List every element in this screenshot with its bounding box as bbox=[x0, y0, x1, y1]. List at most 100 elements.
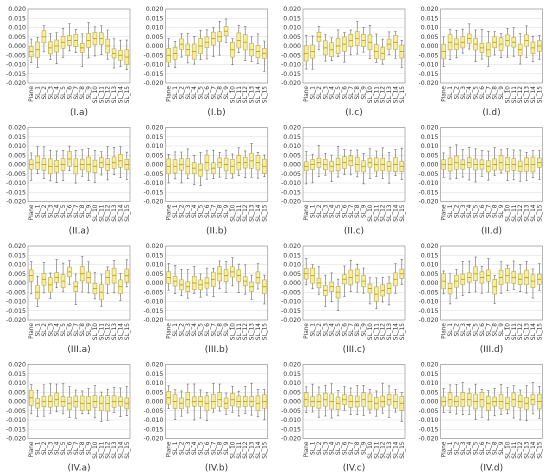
x-tick-label: SL_9 bbox=[499, 86, 505, 100]
y-tick-label: -0.005 bbox=[144, 408, 164, 415]
x-tick-label: SL_5 bbox=[336, 441, 342, 455]
chart-panel: -0.020 -0.015 -0.010 -0.005 0.000 0.005 0.010 0… bbox=[281, 6, 406, 118]
y-tick-label: -0.015 bbox=[144, 71, 164, 78]
x-tick-label: SL_7 bbox=[349, 86, 355, 100]
x-tick-label: SL_14 bbox=[531, 323, 537, 340]
y-tick-label: 0.010 bbox=[283, 143, 301, 150]
x-tick-label: SL_7 bbox=[211, 323, 217, 337]
x-tick-label: SL_8 bbox=[218, 204, 224, 218]
plot-frame bbox=[27, 364, 131, 439]
y-tick-label: -0.015 bbox=[6, 426, 26, 433]
panel-caption: (IV.a) bbox=[67, 464, 90, 474]
x-tick-label: Plane bbox=[442, 86, 448, 102]
x-tick-label: SL_15 bbox=[537, 323, 543, 340]
y-tick-label: -0.020 bbox=[6, 80, 26, 87]
y-tick-label: 0.005 bbox=[146, 271, 164, 278]
x-tick-label: SL_9 bbox=[224, 86, 230, 100]
x-tick-label: Plane bbox=[29, 441, 35, 457]
y-tick-label: 0.010 bbox=[8, 25, 26, 32]
y-tick-label: -0.020 bbox=[144, 317, 164, 324]
x-tick-label: SL_9 bbox=[362, 323, 368, 337]
y-tick-label: -0.010 bbox=[419, 62, 439, 69]
y-tick-label: 0.015 bbox=[146, 15, 164, 22]
x-tick-label: SL_10 bbox=[505, 204, 511, 221]
x-tick-label: SL_5 bbox=[474, 204, 480, 218]
y-tick-label: 0.005 bbox=[146, 389, 164, 396]
y-tick-label: 0.020 bbox=[421, 243, 439, 250]
x-tick-label: SL_13 bbox=[387, 441, 393, 458]
x-tick-label: SL_8 bbox=[80, 86, 86, 100]
y-tick-label: 0.020 bbox=[421, 6, 439, 13]
x-tick-label: SL_2 bbox=[179, 323, 185, 337]
x-tick-label: SL_8 bbox=[218, 441, 224, 455]
x-tick-label: SL_5 bbox=[336, 86, 342, 100]
x-tick-label: SL_12 bbox=[106, 441, 112, 458]
x-tick-label: SL_6 bbox=[342, 86, 348, 100]
y-tick-label: 0.005 bbox=[421, 152, 439, 159]
y-tick-label: -0.005 bbox=[144, 52, 164, 59]
panel-caption: (II.a) bbox=[69, 227, 90, 237]
x-tick-label: SL_9 bbox=[224, 204, 230, 218]
chart-panel: -0.020 -0.015 -0.010 -0.005 0.000 0.005 0.010 0… bbox=[419, 125, 544, 237]
x-tick-label: SL_7 bbox=[486, 323, 492, 337]
x-tick-label: SL_8 bbox=[80, 323, 86, 337]
x-tick-label: SL_4 bbox=[467, 441, 473, 455]
y-tick-label: 0.015 bbox=[146, 134, 164, 141]
y-tick-label: -0.005 bbox=[419, 171, 439, 178]
x-tick-label: SL_9 bbox=[499, 204, 505, 218]
x-tick-label: SL_15 bbox=[537, 441, 543, 458]
x-tick-label: Plane bbox=[304, 86, 310, 102]
x-tick-label: SL_8 bbox=[355, 204, 361, 218]
y-tick-label: 0.015 bbox=[8, 371, 26, 378]
x-tick-label: SL_6 bbox=[205, 441, 211, 455]
x-tick-label: SL_14 bbox=[256, 204, 262, 221]
plot-frame bbox=[302, 127, 406, 202]
x-tick-label: SL_3 bbox=[186, 441, 192, 455]
plot-frame bbox=[440, 8, 543, 84]
x-tick-label: SL_8 bbox=[355, 86, 361, 100]
x-tick-label: SL_6 bbox=[480, 86, 486, 100]
x-tick-label: Plane bbox=[29, 323, 35, 339]
x-tick-label: SL_9 bbox=[87, 86, 93, 100]
x-tick-label: Plane bbox=[304, 441, 310, 457]
x-tick-label: SL_8 bbox=[355, 323, 361, 337]
x-tick-label: SL_12 bbox=[106, 204, 112, 221]
x-tick-label: SL_11 bbox=[237, 323, 243, 340]
x-tick-label: SL_15 bbox=[125, 86, 131, 103]
x-tick-label: SL_3 bbox=[323, 323, 329, 337]
panel-caption: (IV.b) bbox=[205, 464, 228, 474]
x-tick-label: SL_3 bbox=[461, 323, 467, 337]
y-tick-label: -0.010 bbox=[419, 299, 439, 306]
x-tick-label: SL_6 bbox=[205, 86, 211, 100]
x-tick-label: SL_1 bbox=[173, 441, 179, 455]
x-tick-label: SL_3 bbox=[323, 86, 329, 100]
y-tick-label: 0.015 bbox=[421, 134, 439, 141]
x-tick-label: SL_11 bbox=[512, 323, 518, 340]
x-tick-label: SL_5 bbox=[474, 86, 480, 100]
y-tick-label: 0.005 bbox=[146, 152, 164, 159]
panel-caption: (III.c) bbox=[343, 345, 366, 355]
y-tick-label: 0.015 bbox=[283, 252, 301, 259]
y-tick-label: -0.010 bbox=[144, 299, 164, 306]
plot-frame bbox=[165, 245, 268, 321]
x-tick-label: SL_11 bbox=[374, 441, 380, 458]
y-tick-label: 0.020 bbox=[146, 6, 164, 13]
chart-panel: -0.020 -0.015 -0.010 -0.005 0.000 0.005 0.010 0… bbox=[144, 125, 269, 237]
x-tick-label: SL_3 bbox=[461, 86, 467, 100]
x-tick-label: SL_15 bbox=[400, 86, 406, 103]
x-tick-label: SL_10 bbox=[93, 441, 99, 458]
x-tick-label: SL_13 bbox=[112, 441, 118, 458]
chart-panel: -0.020 -0.015 -0.010 -0.005 0.000 0.005 0.010 0… bbox=[144, 362, 269, 474]
x-tick-label: SL_4 bbox=[330, 323, 336, 337]
y-tick-label: 0.010 bbox=[421, 262, 439, 269]
x-tick-label: SL_7 bbox=[74, 204, 80, 218]
y-tick-label: 0.000 bbox=[421, 43, 439, 50]
x-tick-label: SL_2 bbox=[317, 441, 323, 455]
x-tick-label: SL_10 bbox=[93, 323, 99, 340]
x-tick-label: SL_3 bbox=[48, 86, 54, 100]
x-tick-label: SL_11 bbox=[374, 323, 380, 340]
chart-panel: -0.020 -0.015 -0.010 -0.005 0.000 0.005 0.010 0… bbox=[419, 362, 544, 474]
y-tick-label: -0.020 bbox=[144, 80, 164, 87]
x-tick-label: SL_3 bbox=[186, 323, 192, 337]
x-tick-label: SL_12 bbox=[381, 441, 387, 458]
